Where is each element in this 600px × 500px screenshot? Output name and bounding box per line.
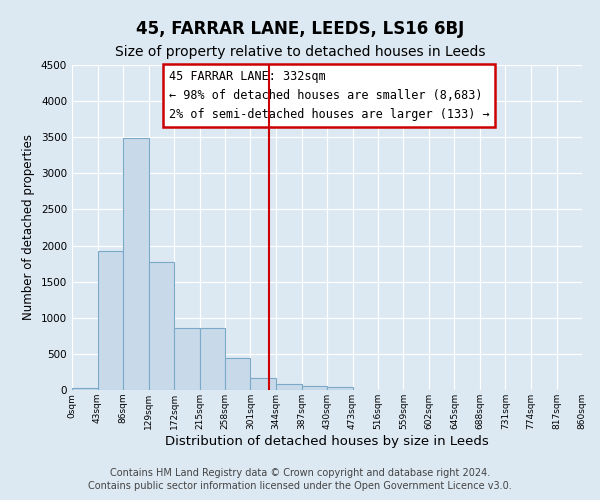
Text: Contains HM Land Registry data © Crown copyright and database right 2024.: Contains HM Land Registry data © Crown c…: [110, 468, 490, 477]
Text: Contains public sector information licensed under the Open Government Licence v3: Contains public sector information licen…: [88, 481, 512, 491]
Bar: [72, 388, 97, 390]
Text: 45, FARRAR LANE, LEEDS, LS16 6BJ: 45, FARRAR LANE, LEEDS, LS16 6BJ: [136, 20, 464, 38]
Text: Size of property relative to detached houses in Leeds: Size of property relative to detached ho…: [115, 45, 485, 59]
Bar: [251, 378, 276, 390]
Bar: [149, 262, 174, 390]
Bar: [225, 358, 251, 390]
Bar: [276, 384, 302, 390]
X-axis label: Distribution of detached houses by size in Leeds: Distribution of detached houses by size …: [165, 434, 489, 448]
Bar: [174, 328, 199, 390]
Bar: [123, 138, 149, 390]
Y-axis label: Number of detached properties: Number of detached properties: [22, 134, 35, 320]
Bar: [327, 387, 353, 390]
Bar: [199, 328, 225, 390]
Bar: [302, 386, 327, 390]
Bar: [97, 250, 123, 390]
Text: 45 FARRAR LANE: 332sqm
← 98% of detached houses are smaller (8,683)
2% of semi-d: 45 FARRAR LANE: 332sqm ← 98% of detached…: [169, 70, 490, 121]
